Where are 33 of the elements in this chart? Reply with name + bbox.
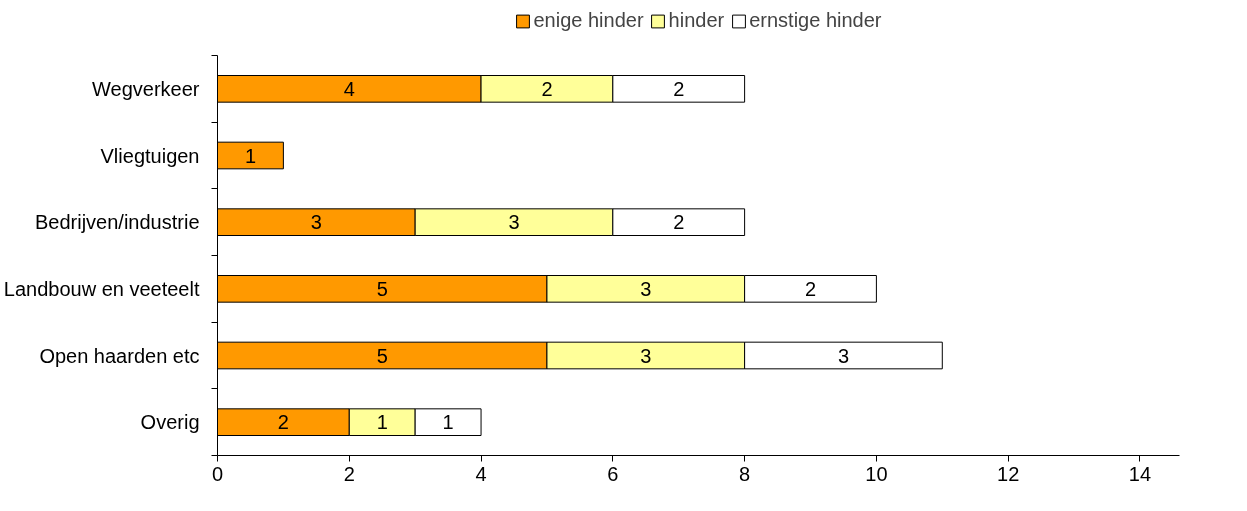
data-label: 2 xyxy=(541,77,553,100)
data-label: 2 xyxy=(804,277,817,300)
x-tick-label: 0 xyxy=(211,462,224,485)
x-tick-label: 12 xyxy=(997,462,1020,485)
data-label: 3 xyxy=(640,277,652,300)
x-tick-label: 10 xyxy=(865,462,888,485)
y-tick-label: Open haarden etc xyxy=(39,344,200,367)
data-label: 3 xyxy=(640,344,652,367)
y-tick-label: Landbouw en veeteelt xyxy=(3,277,200,300)
data-label: 1 xyxy=(244,144,257,167)
y-tick-label: Vliegtuigen xyxy=(100,144,200,167)
legend-label: enige hinder xyxy=(533,9,644,32)
data-label: 3 xyxy=(837,344,850,367)
x-tick-label: 6 xyxy=(607,462,619,485)
data-label: 2 xyxy=(673,211,685,234)
x-tick-label: 2 xyxy=(343,462,355,485)
x-tick-label: 4 xyxy=(475,462,487,485)
legend-label: ernstige hinder xyxy=(749,9,882,32)
y-tick-label: Wegverkeer xyxy=(92,77,200,100)
data-label: 1 xyxy=(376,411,388,434)
data-label: 4 xyxy=(343,77,355,100)
y-tick-label: Overig xyxy=(140,411,200,434)
data-label: 2 xyxy=(673,77,685,100)
data-label: 2 xyxy=(277,411,289,434)
x-tick-label: 8 xyxy=(739,462,751,485)
data-label: 5 xyxy=(376,277,388,300)
legend-label: hinder xyxy=(668,9,725,32)
data-label: 5 xyxy=(376,344,388,367)
y-tick-label: Bedrijven/industrie xyxy=(34,211,200,234)
x-tick-label: 14 xyxy=(1128,462,1152,485)
data-label: 1 xyxy=(442,411,454,434)
data-label: 3 xyxy=(310,211,322,234)
data-label: 3 xyxy=(508,211,520,234)
